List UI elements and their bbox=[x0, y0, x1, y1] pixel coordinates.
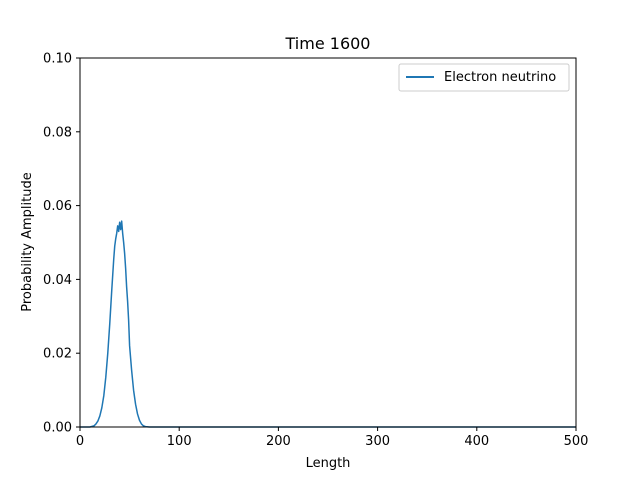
x-axis-label: Length bbox=[306, 456, 351, 471]
y-axis-label: Probability Amplitude bbox=[20, 172, 35, 311]
chart-title: Time 1600 bbox=[285, 34, 371, 53]
x-tick-label: 100 bbox=[167, 434, 192, 449]
x-tick-label: 200 bbox=[266, 434, 291, 449]
y-axis: 0.00 0.02 0.04 0.06 0.08 0.10 bbox=[43, 52, 80, 436]
y-tick-label: 0.10 bbox=[43, 52, 72, 67]
legend-label: Electron neutrino bbox=[444, 70, 556, 85]
y-tick-label: 0.08 bbox=[43, 125, 72, 140]
x-tick-label: 0 bbox=[76, 434, 84, 449]
legend-box bbox=[398, 63, 570, 92]
legend: Electron neutrino bbox=[398, 63, 570, 92]
y-tick-label: 0.02 bbox=[43, 347, 72, 362]
y-tick-label: 0.00 bbox=[43, 421, 72, 436]
y-tick-label: 0.06 bbox=[43, 199, 72, 214]
x-tick-label: 300 bbox=[365, 434, 390, 449]
x-axis: 0 100 200 300 400 500 bbox=[76, 427, 589, 449]
plot-frame bbox=[79, 57, 577, 428]
x-tick-label: 400 bbox=[464, 434, 489, 449]
x-tick-label: 500 bbox=[564, 434, 589, 449]
y-tick-label: 0.04 bbox=[43, 273, 72, 288]
